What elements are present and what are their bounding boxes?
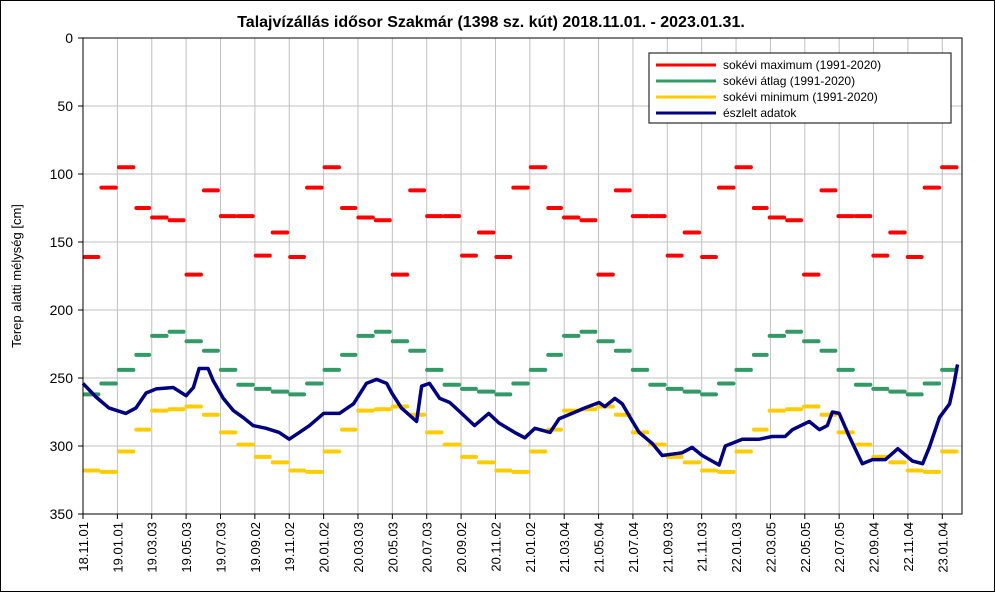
x-tick-label: 21.07.04 bbox=[626, 522, 641, 573]
x-tick-label: 20.07.03 bbox=[420, 522, 435, 573]
reference-series-1 bbox=[82, 329, 959, 397]
x-tick-label: 20.11.02 bbox=[488, 522, 503, 572]
y-tick-label: 100 bbox=[50, 166, 74, 182]
legend-label: sokévi maximum (1991-2020) bbox=[723, 58, 881, 72]
x-tick-label: 19.09.02 bbox=[248, 522, 263, 573]
y-tick-label: 300 bbox=[50, 438, 74, 454]
y-axis-label: Terep alatti mélység [cm] bbox=[9, 204, 24, 348]
x-tick-label: 21.11.03 bbox=[695, 522, 710, 572]
y-tick-label: 150 bbox=[50, 234, 74, 250]
x-tick-label: 19.03.03 bbox=[145, 522, 160, 573]
y-tick-label: 0 bbox=[65, 30, 73, 46]
x-tick-label: 20.05.03 bbox=[385, 522, 400, 573]
legend-label: sokévi átlag (1991-2020) bbox=[723, 74, 855, 88]
x-tick-label: 22.11.04 bbox=[901, 522, 916, 572]
reference-series-2 bbox=[82, 404, 959, 474]
y-tick-label: 50 bbox=[57, 98, 73, 114]
x-tick-label: 20.03.03 bbox=[351, 522, 366, 573]
y-tick-label: 250 bbox=[50, 370, 74, 386]
y-axis: 0 50 100 150 200 250 300 350 bbox=[50, 30, 83, 522]
x-tick-label: 19.07.03 bbox=[213, 522, 228, 573]
x-tick-label: 21.03.04 bbox=[557, 522, 572, 573]
y-tick-label: 200 bbox=[50, 302, 74, 318]
x-tick-label: 20.01.02 bbox=[317, 522, 332, 573]
x-tick-label: 21.01.02 bbox=[523, 522, 538, 573]
legend-label: észlelt adatok bbox=[723, 106, 797, 120]
chart-title: Talajvízállás idősor Szakmár (1398 sz. k… bbox=[237, 14, 745, 31]
x-tick-label: 23.01.04 bbox=[935, 522, 950, 573]
observed-line bbox=[81, 364, 960, 467]
x-axis: 18.11.01 19.01.01 19.03.03 19.05.03 19.07.03… bbox=[76, 514, 950, 573]
observed-series bbox=[81, 364, 960, 467]
x-tick-label: 22.09.04 bbox=[867, 522, 882, 573]
reference-series-0 bbox=[82, 165, 959, 277]
x-tick-label: 22.07.05 bbox=[832, 522, 847, 573]
x-tick-label: 18.11.01 bbox=[76, 522, 91, 572]
x-tick-label: 21.05.04 bbox=[592, 522, 607, 573]
y-tick-label: 350 bbox=[50, 506, 74, 522]
grid bbox=[83, 38, 962, 514]
x-tick-label: 22.05.05 bbox=[798, 522, 813, 573]
x-tick-label: 22.01.03 bbox=[729, 522, 744, 573]
legend: sokévi maximum (1991-2020) sokévi átlag (… bbox=[648, 52, 952, 124]
x-tick-label: 19.05.03 bbox=[179, 522, 194, 573]
x-tick-label: 19.01.01 bbox=[110, 522, 125, 573]
x-tick-label: 20.09.02 bbox=[454, 522, 469, 573]
plot-frame bbox=[82, 37, 963, 515]
x-tick-label: 21.09.03 bbox=[660, 522, 675, 573]
x-tick-label: 19.11.02 bbox=[282, 522, 297, 572]
legend-label: sokévi minimum (1991-2020) bbox=[723, 90, 878, 104]
x-tick-label: 22.03.05 bbox=[763, 522, 778, 573]
